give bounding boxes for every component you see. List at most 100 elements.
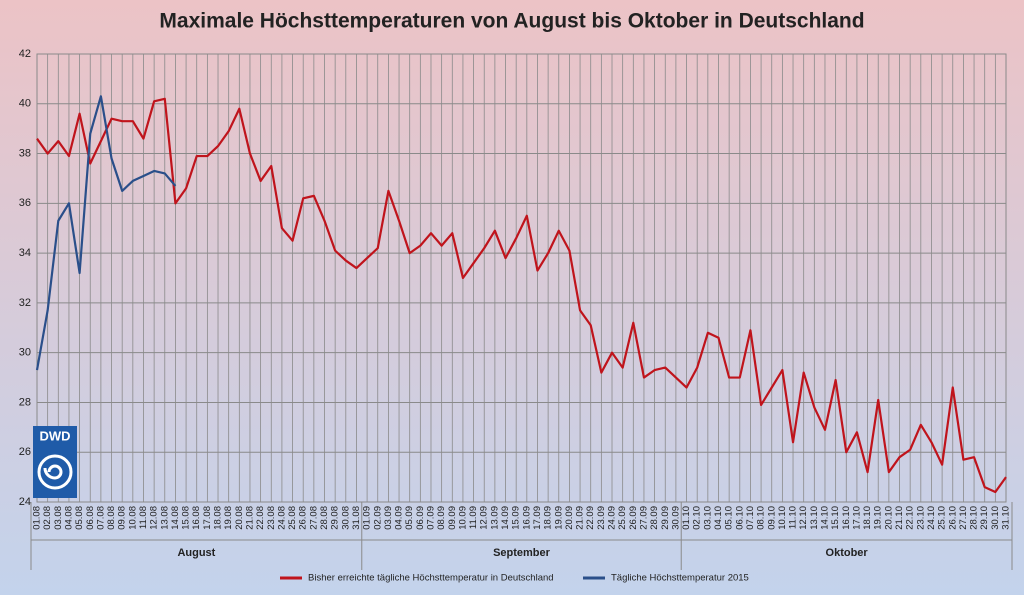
x-tick-label: 17.09 bbox=[532, 506, 543, 530]
legend-label: Tägliche Höchsttemperatur 2015 bbox=[611, 573, 749, 584]
x-tick-label: 08.08 bbox=[106, 506, 117, 530]
month-label: Oktober bbox=[826, 547, 869, 559]
x-tick-label: 12.10 bbox=[798, 506, 809, 530]
x-tick-label: 26.09 bbox=[628, 506, 639, 530]
x-tick-label: 11.08 bbox=[138, 506, 149, 529]
y-tick-label: 36 bbox=[19, 197, 31, 209]
x-tick-label: 16.09 bbox=[521, 506, 532, 530]
x-tick-label: 24.09 bbox=[607, 506, 618, 530]
x-tick-label: 27.08 bbox=[308, 506, 319, 530]
x-tick-label: 09.08 bbox=[117, 506, 128, 530]
x-tick-label: 02.10 bbox=[692, 506, 703, 530]
x-tick-label: 21.08 bbox=[244, 506, 255, 530]
x-tick-label: 10.09 bbox=[457, 506, 468, 530]
x-tick-label: 19.08 bbox=[223, 506, 234, 530]
series-line bbox=[35, 95, 177, 371]
x-tick-label: 25.10 bbox=[937, 506, 948, 530]
x-tick-label: 09.09 bbox=[447, 506, 458, 530]
x-tick-label: 30.09 bbox=[670, 506, 681, 530]
x-tick-label: 07.09 bbox=[426, 506, 437, 530]
x-tick-label: 30.08 bbox=[340, 506, 351, 530]
x-tick-label: 09.10 bbox=[766, 506, 777, 530]
x-tick-label: 23.10 bbox=[915, 506, 926, 530]
y-tick-label: 30 bbox=[19, 347, 31, 359]
x-tick-label: 14.10 bbox=[819, 506, 830, 530]
x-tick-label: 05.09 bbox=[404, 506, 415, 530]
x-tick-label: 28.10 bbox=[969, 506, 980, 530]
x-tick-label: 13.09 bbox=[489, 506, 500, 530]
x-tick-label: 04.08 bbox=[63, 506, 74, 530]
x-tick-label: 18.08 bbox=[213, 506, 224, 530]
x-tick-label: 14.09 bbox=[500, 506, 511, 530]
x-tick-label: 06.08 bbox=[85, 506, 96, 530]
x-tick-label: 02.08 bbox=[42, 506, 53, 530]
x-tick-label: 12.08 bbox=[149, 506, 160, 530]
month-label: September bbox=[493, 547, 551, 559]
month-label: August bbox=[177, 547, 215, 559]
x-tick-label: 05.08 bbox=[74, 506, 85, 530]
y-tick-label: 42 bbox=[19, 48, 31, 60]
x-tick-label: 08.10 bbox=[756, 506, 767, 530]
x-tick-label: 26.08 bbox=[298, 506, 309, 530]
x-tick-label: 24.08 bbox=[276, 506, 287, 530]
x-tick-label: 23.09 bbox=[596, 506, 607, 530]
x-tick-label: 25.08 bbox=[287, 506, 298, 530]
x-tick-label: 27.10 bbox=[958, 506, 969, 530]
x-tick-label: 15.08 bbox=[181, 506, 192, 530]
x-tick-label: 19.09 bbox=[553, 506, 564, 530]
x-tick-label: 13.10 bbox=[809, 506, 820, 530]
x-tick-label: 05.10 bbox=[724, 506, 735, 530]
x-tick-label: 23.08 bbox=[266, 506, 277, 530]
x-tick-label: 28.08 bbox=[319, 506, 330, 530]
x-tick-label: 15.10 bbox=[830, 506, 841, 530]
x-tick-label: 06.10 bbox=[734, 506, 745, 530]
x-tick-label: 10.10 bbox=[777, 506, 788, 530]
x-tick-label: 20.09 bbox=[564, 506, 575, 530]
x-tick-label: 27.09 bbox=[638, 506, 649, 530]
x-tick-label: 25.09 bbox=[617, 506, 628, 530]
x-tick-label: 22.09 bbox=[585, 506, 596, 530]
y-tick-label: 40 bbox=[19, 98, 31, 110]
y-tick-label: 24 bbox=[19, 496, 31, 508]
x-tick-label: 07.08 bbox=[95, 506, 106, 530]
x-tick-label: 04.10 bbox=[713, 506, 724, 530]
x-tick-label: 29.08 bbox=[330, 506, 341, 530]
y-tick-label: 26 bbox=[19, 446, 31, 458]
x-tick-label: 13.08 bbox=[159, 506, 170, 530]
x-tick-label: 16.08 bbox=[191, 506, 202, 530]
x-tick-label: 22.10 bbox=[905, 506, 916, 530]
legend-label: Bisher erreichte tägliche Höchsttemperat… bbox=[308, 573, 554, 584]
logo: DWD bbox=[33, 426, 77, 498]
x-tick-label: 11.10 bbox=[788, 506, 799, 529]
x-tick-label: 20.10 bbox=[883, 506, 894, 530]
x-tick-label: 11.09 bbox=[468, 506, 479, 529]
x-tick-label: 01.09 bbox=[362, 506, 373, 530]
x-tick-label: 01.10 bbox=[681, 506, 692, 530]
x-tick-label: 14.08 bbox=[170, 506, 181, 530]
x-tick-label: 22.08 bbox=[255, 506, 266, 530]
x-tick-label: 07.10 bbox=[745, 506, 756, 530]
y-tick-label: 28 bbox=[19, 396, 31, 408]
x-tick-label: 03.10 bbox=[702, 506, 713, 530]
x-tick-label: 19.10 bbox=[873, 506, 884, 530]
logo-text: DWD bbox=[39, 428, 70, 443]
x-tick-label: 03.08 bbox=[53, 506, 64, 530]
x-tick-label: 21.09 bbox=[575, 506, 586, 530]
logo-box bbox=[33, 426, 77, 498]
x-tick-label: 24.10 bbox=[926, 506, 937, 530]
logo-swirl bbox=[43, 464, 63, 480]
x-tick-label: 04.09 bbox=[394, 506, 405, 530]
x-tick-label: 29.10 bbox=[979, 506, 990, 530]
x-tick-label: 17.08 bbox=[202, 506, 213, 530]
chart-title: Maximale Höchsttemperaturen von August b… bbox=[159, 10, 864, 33]
logo-ring bbox=[37, 454, 73, 490]
y-tick-label: 34 bbox=[19, 247, 31, 259]
x-tick-label: 31.10 bbox=[1001, 506, 1012, 530]
x-tick-label: 12.09 bbox=[479, 506, 490, 530]
x-tick-label: 16.10 bbox=[841, 506, 852, 530]
x-tick-label: 02.09 bbox=[372, 506, 383, 530]
series-line bbox=[36, 97, 1007, 494]
x-tick-label: 31.08 bbox=[351, 506, 362, 530]
